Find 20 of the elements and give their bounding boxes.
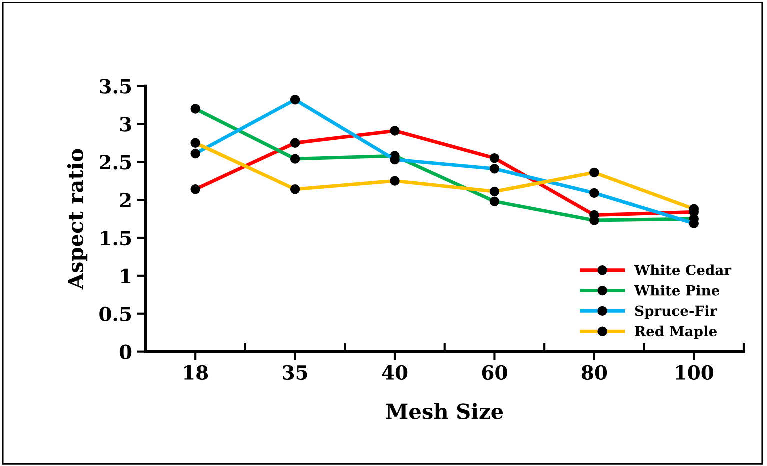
y-tick-label: 0 — [120, 344, 132, 360]
x-tick-label: 35 — [283, 365, 308, 380]
y-tick-label: 2.5 — [100, 155, 132, 170]
y-tick-label: 2 — [120, 193, 131, 208]
y-tick-label: 1.5 — [101, 230, 132, 246]
x-axis-title: Mesh Size — [386, 403, 504, 420]
x-tick-label: 18 — [184, 365, 208, 380]
y-axis-title: Aspect ratio — [67, 149, 88, 290]
legend-label: White Pine — [634, 285, 720, 296]
legend-label: White Cedar — [634, 264, 732, 276]
y-tick-label: 3.5 — [100, 79, 132, 94]
y-tick-label: 1 — [121, 268, 131, 284]
x-tick-label: 100 — [676, 365, 714, 380]
legend-label: Red Maple — [635, 326, 718, 340]
x-tick-label: 80 — [582, 365, 608, 380]
y-tick-label: 0.5 — [100, 306, 132, 322]
x-tick-label: 60 — [482, 365, 508, 380]
y-tick-label: 3 — [120, 117, 132, 132]
legend-label: Spruce-Fir — [635, 306, 718, 319]
x-tick-label: 40 — [382, 365, 408, 380]
